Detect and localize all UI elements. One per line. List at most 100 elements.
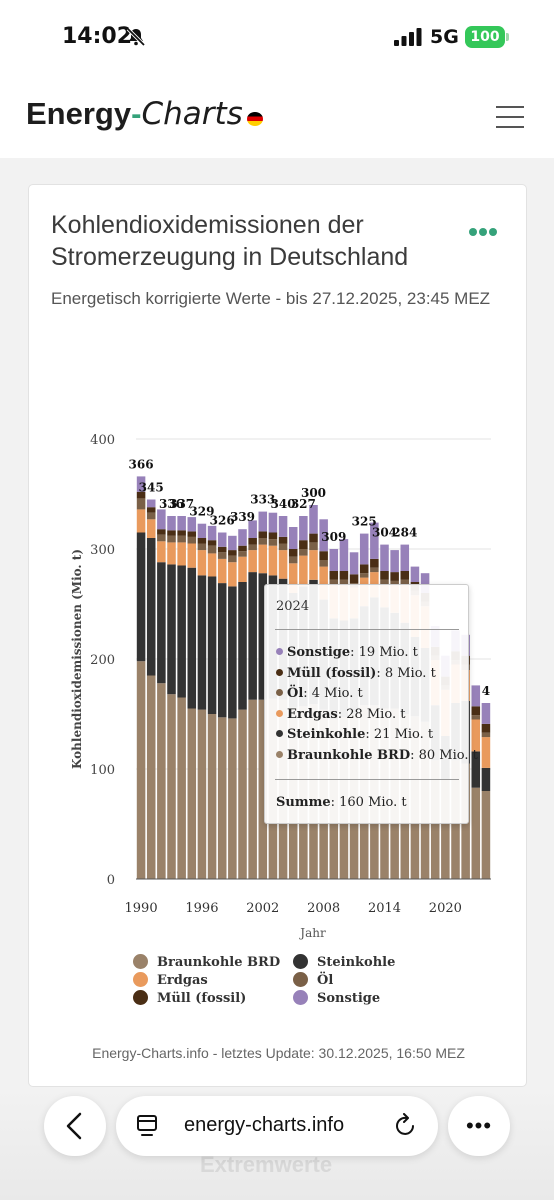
bar-segment (248, 572, 257, 700)
bar-segment (157, 541, 166, 563)
tooltip-dot (276, 751, 283, 758)
tooltip-series-name: Öl (287, 686, 304, 701)
bar-segment (197, 538, 207, 544)
bar-segment (167, 535, 176, 543)
y-tick-label: 100 (90, 763, 115, 778)
bar-segment (288, 563, 298, 593)
bar-segment (146, 512, 156, 520)
legend-label: Müll (fossil) (157, 991, 247, 1006)
bar-segment (167, 530, 176, 536)
y-tick-label: 200 (90, 653, 115, 668)
bar-segment (228, 586, 237, 719)
bar-segment (217, 717, 227, 879)
bar-segment (481, 703, 491, 724)
bar-segment (471, 719, 481, 752)
x-axis-title: Jahr (298, 926, 326, 940)
data-label: 336 (159, 497, 184, 511)
bar-segment (390, 580, 399, 586)
bar-segment (329, 571, 339, 580)
tooltip-dot (276, 648, 283, 655)
chart-tooltip: 2024 Sonstige: 19 Mio. t Müll (fossil): … (264, 584, 478, 824)
legend-item-steinkohle[interactable]: Steinkohle (293, 954, 395, 970)
bar-segment (146, 499, 156, 508)
page-menu-icon[interactable] (136, 1114, 158, 1138)
bar-segment (207, 714, 217, 879)
more-options-icon[interactable] (469, 223, 499, 236)
bar-segment (380, 579, 389, 585)
tooltip-series-value: : 8 Mio. t (376, 666, 436, 681)
tooltip-dot (276, 669, 283, 676)
chart-svg: 0 100 200 300 400 1990 1996 2002 2008 2014 2020 366… (70, 433, 491, 940)
back-button[interactable] (44, 1096, 106, 1156)
bar-segment (207, 540, 217, 546)
tooltip-series-value: : 28 Mio. t (337, 707, 406, 722)
data-label: 284 (392, 526, 417, 540)
bar-segment (207, 553, 217, 577)
german-flag-icon (246, 112, 263, 126)
bar-segment (309, 550, 318, 580)
tooltip-series-value: : 4 Mio. t (303, 686, 363, 701)
bar-segment (390, 572, 399, 581)
legend-item-oel[interactable]: Öl (293, 972, 333, 988)
bar-segment (299, 549, 308, 556)
data-label: 4 (482, 684, 490, 698)
bar-segment (268, 539, 278, 546)
bar-segment (217, 552, 227, 559)
bar-segment (329, 579, 339, 586)
bar-segment (136, 509, 146, 533)
bar-segment (471, 751, 481, 788)
data-label: 325 (352, 515, 377, 529)
legend-label: Braunkohle BRD (157, 955, 281, 970)
more-button[interactable]: ••• (448, 1096, 510, 1156)
data-label: 326 (210, 514, 235, 528)
bar-segment (228, 550, 237, 556)
tooltip-series-name: Sonstige (287, 645, 351, 660)
bar-segment (278, 516, 288, 537)
bar-segment (187, 708, 197, 879)
bar-segment (238, 529, 247, 546)
network-label: 5G (430, 26, 459, 48)
bar-segment (339, 571, 349, 580)
bar-segment (238, 582, 247, 710)
tooltip-series-value: : 19 Mio. t (350, 645, 418, 660)
hamburger-menu-icon[interactable] (496, 106, 524, 128)
chevron-left-icon (66, 1112, 82, 1140)
tooltip-row: Erdgas: 28 Mio. t (276, 707, 405, 722)
legend-item-muell[interactable]: Müll (fossil) (133, 990, 246, 1006)
bar-segment (167, 516, 176, 531)
reload-icon[interactable] (394, 1113, 418, 1139)
status-time: 14:02 (62, 24, 133, 49)
bar-segment (329, 549, 339, 571)
legend-item-sonstige[interactable]: Sonstige (293, 990, 380, 1006)
address-bar[interactable]: energy-charts.info (116, 1096, 438, 1156)
bar-segment (471, 715, 481, 720)
bar-segment (197, 523, 207, 538)
brand-part2: Charts (141, 96, 243, 132)
chart-title: Kohlendioxidemissionen der Stromerzeugun… (51, 211, 409, 271)
legend-swatch (133, 954, 148, 969)
bar-segment (187, 543, 197, 568)
data-label: 337 (169, 497, 194, 511)
tooltip-year: 2024 (276, 599, 310, 614)
bar-segment (471, 706, 481, 716)
x-tick-label: 2014 (368, 901, 401, 916)
legend-item-braunkohle[interactable]: Braunkohle BRD (133, 954, 280, 970)
bar-segment (217, 546, 227, 553)
data-label: 327 (291, 497, 316, 511)
bar-segment (319, 560, 328, 567)
bar-segment (217, 558, 227, 584)
tooltip-series-value: : 21 Mio. t (365, 727, 434, 742)
bar-segment (248, 550, 257, 573)
legend-item-erdgas[interactable]: Erdgas (133, 972, 208, 988)
bar-segment (481, 723, 491, 733)
tooltip-row: Müll (fossil): 8 Mio. t (276, 666, 436, 681)
bar-segment (288, 549, 298, 557)
bar-segment (258, 699, 268, 879)
bar-segment (309, 533, 318, 543)
x-tick-label: 2020 (429, 901, 462, 916)
bar-segment (217, 532, 227, 547)
bar-segment (197, 709, 207, 879)
bar-segment (177, 516, 186, 531)
brand-logo[interactable]: Energy-Charts (26, 96, 263, 132)
bar-segment (299, 555, 308, 587)
